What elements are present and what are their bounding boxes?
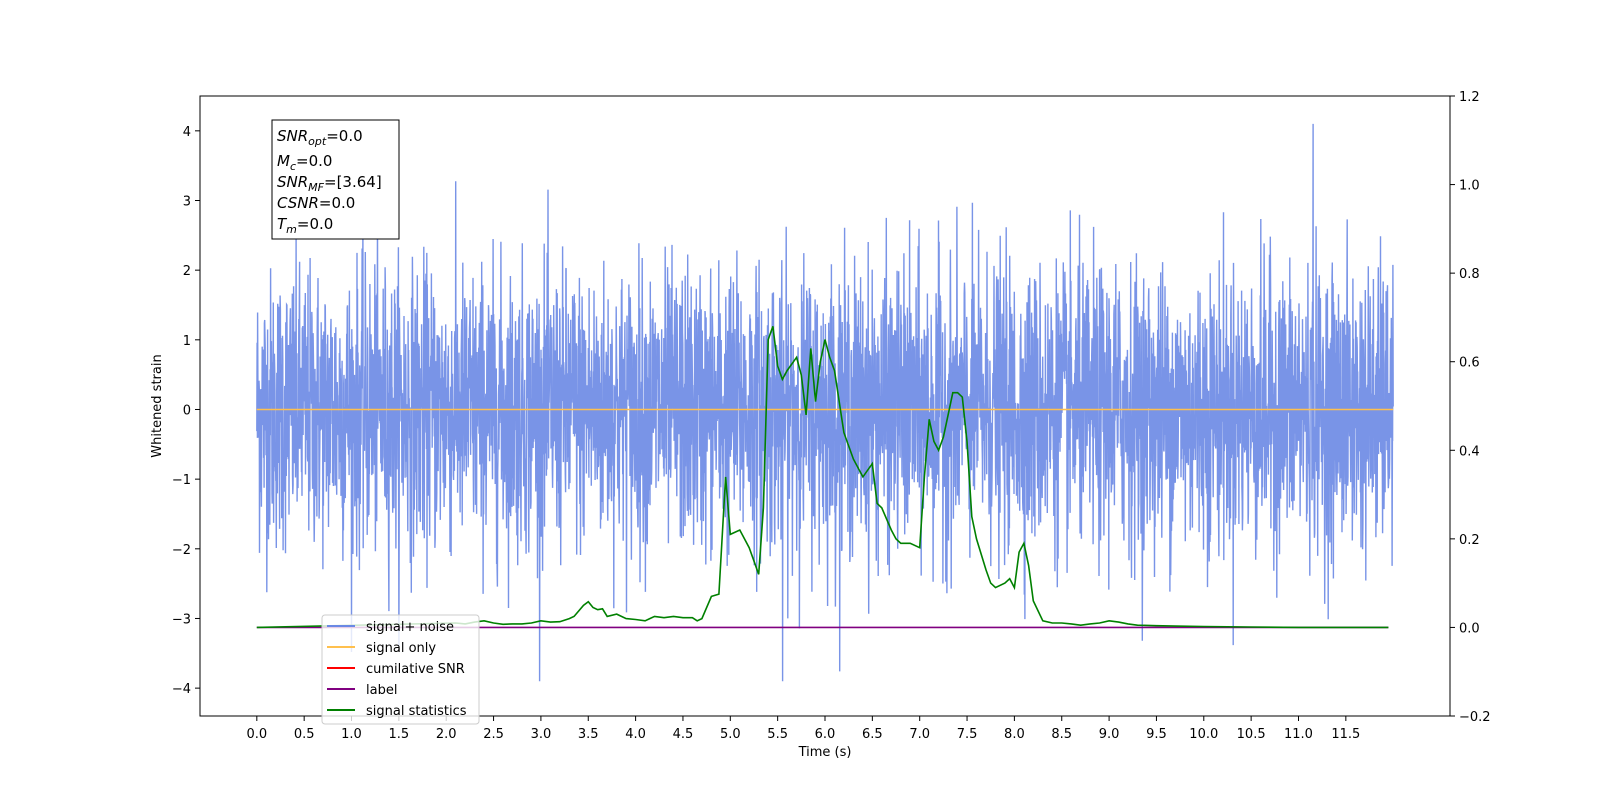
legend-label: label bbox=[366, 683, 397, 698]
info-line-mc: Mc=0.0 bbox=[277, 152, 332, 173]
x-tick-label: 4.5 bbox=[673, 727, 694, 742]
y-tick-label-left: −3 bbox=[172, 612, 191, 627]
y-tick-label-left: −4 bbox=[172, 682, 191, 697]
y-axis-right: 1.2 1.0 0.8 0.6 0.4 0.2 0.0 −0.2 bbox=[1450, 90, 1491, 725]
x-tick-label: 6.0 bbox=[815, 727, 836, 742]
x-tick-label: 8.0 bbox=[1004, 727, 1025, 742]
y-tick-label-left: 2 bbox=[183, 264, 191, 279]
y-tick-label-left: 0 bbox=[183, 403, 191, 418]
legend-label: signal+ noise bbox=[366, 620, 454, 635]
info-line-mc-main: M bbox=[277, 152, 290, 170]
legend-item-cumilative-snr: cumilative SNR bbox=[327, 662, 465, 677]
y-axis-label: Whitened strain bbox=[150, 354, 165, 457]
x-tick-label: 3.5 bbox=[578, 727, 599, 742]
y-tick-label-left: −2 bbox=[172, 543, 191, 558]
info-line-snr-opt-sub: opt bbox=[308, 135, 327, 148]
info-line-csnr-main: CSNR bbox=[277, 194, 319, 212]
plot-area bbox=[256, 123, 1394, 682]
x-tick-label: 1.0 bbox=[341, 727, 362, 742]
x-tick-label: 7.0 bbox=[909, 727, 930, 742]
legend-item-signal-only: signal only bbox=[327, 641, 436, 656]
info-line-snr-mf-value: =[3.64] bbox=[324, 173, 382, 191]
x-tick-label: 7.5 bbox=[957, 727, 978, 742]
legend-frame bbox=[321, 614, 480, 725]
x-tick-label: 6.5 bbox=[862, 727, 883, 742]
y-tick-label-right: 0.2 bbox=[1459, 533, 1480, 548]
info-line-tm-value: =0.0 bbox=[297, 215, 333, 233]
y-tick-label-right: 1.0 bbox=[1459, 179, 1480, 194]
x-tick-label: 1.5 bbox=[389, 727, 410, 742]
x-tick-label: 0.0 bbox=[246, 727, 267, 742]
x-tick-label: 9.0 bbox=[1099, 727, 1120, 742]
info-line-mc-sub: c bbox=[290, 160, 296, 173]
y-tick-label-right: 0.8 bbox=[1459, 267, 1480, 282]
legend-label: signal only bbox=[366, 641, 436, 656]
info-line-snr-opt: SNRopt=0.0 bbox=[277, 127, 363, 148]
info-line-tm-sub: m bbox=[286, 223, 297, 236]
series-signal-noise-line bbox=[256, 123, 1394, 682]
legend-item-signal-statistics: signal statistics bbox=[327, 704, 467, 719]
y-tick-label-right: 1.2 bbox=[1459, 90, 1480, 105]
legend-item-signal-noise: signal+ noise bbox=[327, 620, 454, 635]
x-tick-label: 3.0 bbox=[531, 727, 552, 742]
y-tick-label-right: 0.4 bbox=[1459, 444, 1480, 459]
info-line-tm: Tm=0.0 bbox=[277, 215, 333, 236]
info-line-snr-mf-sub: MF bbox=[308, 181, 324, 194]
series-signal-statistics-line bbox=[256, 326, 1389, 629]
x-tick-label: 5.0 bbox=[720, 727, 741, 742]
legend: signal+ noise signal only cumilative SNR la… bbox=[321, 614, 480, 725]
info-line-tm-main: T bbox=[277, 215, 288, 233]
x-tick-label: 5.5 bbox=[767, 727, 788, 742]
legend-label: signal statistics bbox=[366, 704, 467, 719]
y-tick-label-right: 0.0 bbox=[1459, 621, 1480, 636]
x-tick-label: 8.5 bbox=[1051, 727, 1072, 742]
x-tick-label: 11.0 bbox=[1284, 727, 1313, 742]
info-line-snr-opt-value: =0.0 bbox=[326, 127, 362, 145]
x-tick-label: 2.0 bbox=[436, 727, 457, 742]
x-tick-label: 0.5 bbox=[294, 727, 315, 742]
x-tick-label: 4.0 bbox=[625, 727, 646, 742]
x-tick-label: 9.5 bbox=[1146, 727, 1167, 742]
x-tick-label: 2.5 bbox=[483, 727, 504, 742]
x-tick-label: 10.0 bbox=[1189, 727, 1218, 742]
info-box-frame bbox=[271, 119, 400, 240]
x-tick-label: 11.5 bbox=[1331, 727, 1360, 742]
info-box: SNRopt=0.0 Mc=0.0 SNRMF=[3.64] CSNR=0.0 … bbox=[271, 119, 400, 240]
info-line-mc-value: =0.0 bbox=[296, 152, 332, 170]
legend-item-label: label bbox=[327, 683, 397, 698]
legend-label: cumilative SNR bbox=[366, 662, 465, 677]
x-axis: 0.0 0.5 1.0 1.5 2.0 2.5 3.0 3.5 4.0 4.5 5.0 5.5 6.0 6… bbox=[246, 716, 1360, 742]
x-axis-label: Time (s) bbox=[798, 745, 852, 760]
y-axis-left: 4 3 2 1 0 −1 −2 −3 −4 bbox=[172, 125, 200, 697]
info-line-csnr: CSNR=0.0 bbox=[277, 194, 355, 212]
y-tick-label-left: 4 bbox=[183, 125, 191, 140]
info-line-snr-opt-main: SNR bbox=[277, 127, 308, 145]
y-tick-label-left: −1 bbox=[172, 473, 191, 488]
info-line-csnr-value: =0.0 bbox=[319, 194, 355, 212]
y-tick-label-left: 1 bbox=[183, 334, 191, 349]
x-tick-label: 10.5 bbox=[1237, 727, 1266, 742]
y-tick-label-right: 0.6 bbox=[1459, 356, 1480, 371]
info-line-snr-mf: SNRMF=[3.64] bbox=[277, 173, 382, 194]
info-line-snr-mf-main: SNR bbox=[277, 173, 308, 191]
y-tick-label-right: −0.2 bbox=[1459, 710, 1491, 725]
y-tick-label-left: 3 bbox=[183, 194, 191, 209]
